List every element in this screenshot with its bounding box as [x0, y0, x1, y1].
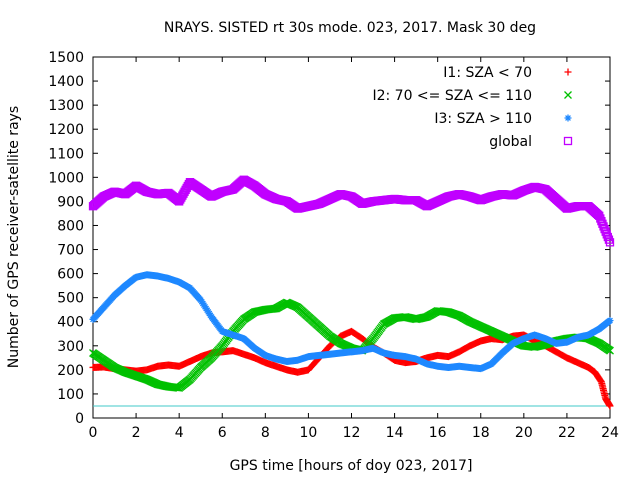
legend-label: I1: SZA < 70 [443, 65, 532, 81]
x-tick-label: 20 [515, 425, 533, 441]
y-tick-label: 1100 [48, 146, 84, 162]
y-tick-label: 300 [57, 339, 84, 355]
data-point [605, 238, 615, 247]
series-2 [89, 271, 614, 373]
x-tick-label: 2 [132, 425, 141, 441]
series-0 [89, 327, 614, 410]
y-tick-label: 200 [57, 363, 84, 379]
data-point [597, 216, 606, 226]
series-layer [88, 175, 615, 410]
chart-title: NRAYS. SISTED rt 30s mode. 023, 2017. Ma… [164, 20, 536, 36]
x-axis-label: GPS time [hours of doy 023, 2017] [230, 458, 473, 474]
data-point [603, 232, 612, 242]
y-tick-label: 1300 [48, 98, 84, 114]
data-point [598, 219, 607, 228]
data-point [600, 224, 609, 234]
data-point [599, 222, 608, 231]
y-tick-label: 600 [57, 267, 84, 283]
data-point [604, 235, 614, 244]
legend-marker [564, 68, 572, 76]
y-tick-label: 1200 [48, 122, 84, 138]
series-1 [89, 298, 614, 392]
x-tick-label: 10 [300, 425, 318, 441]
y-tick-label: 1000 [48, 170, 84, 186]
y-tick-label: 700 [57, 243, 84, 259]
y-tick-label: 1500 [48, 50, 84, 66]
data-point [595, 211, 604, 220]
legend-label: global [489, 134, 532, 150]
legend-marker [564, 91, 572, 99]
x-tick-label: 8 [261, 425, 270, 441]
data-point [602, 230, 611, 239]
legend-marker [563, 136, 573, 146]
data-point [606, 346, 614, 355]
legend: I1: SZA < 70 I2: 70 <= SZA <= 110 I3: SZA … [372, 65, 573, 150]
data-point [596, 214, 605, 223]
y-tick-label: 0 [75, 411, 84, 427]
x-tick-label: 14 [386, 425, 404, 441]
x-tick-label: 18 [472, 425, 490, 441]
y-tick-label: 900 [57, 194, 84, 210]
legend-label: I2: 70 <= SZA <= 110 [372, 88, 532, 104]
axis-ticks [92, 56, 611, 419]
y-tick-label: 100 [57, 387, 84, 403]
data-point [606, 317, 614, 325]
legend-label: I3: SZA > 110 [434, 111, 532, 127]
x-tick-label: 0 [89, 425, 98, 441]
series-3 [88, 175, 615, 247]
legend-marker [564, 114, 572, 122]
x-tick-label: 24 [601, 425, 619, 441]
x-tick-label: 4 [175, 425, 184, 441]
y-axis-label: Number of GPS receiver-satellite rays [6, 106, 22, 368]
x-tick-label: 22 [558, 425, 576, 441]
y-tick-label: 400 [57, 315, 84, 331]
tick-labels: 0 2 4 6 8 10 12 14 16 18 20 22 240100200300400500600… [48, 50, 619, 441]
y-tick-label: 1400 [48, 74, 84, 90]
x-tick-label: 16 [429, 425, 447, 441]
y-tick-label: 500 [57, 291, 84, 307]
x-tick-label: 6 [218, 425, 227, 441]
x-tick-label: 12 [343, 425, 361, 441]
y-tick-label: 800 [57, 218, 84, 234]
data-point [606, 402, 614, 410]
data-point [601, 227, 610, 236]
